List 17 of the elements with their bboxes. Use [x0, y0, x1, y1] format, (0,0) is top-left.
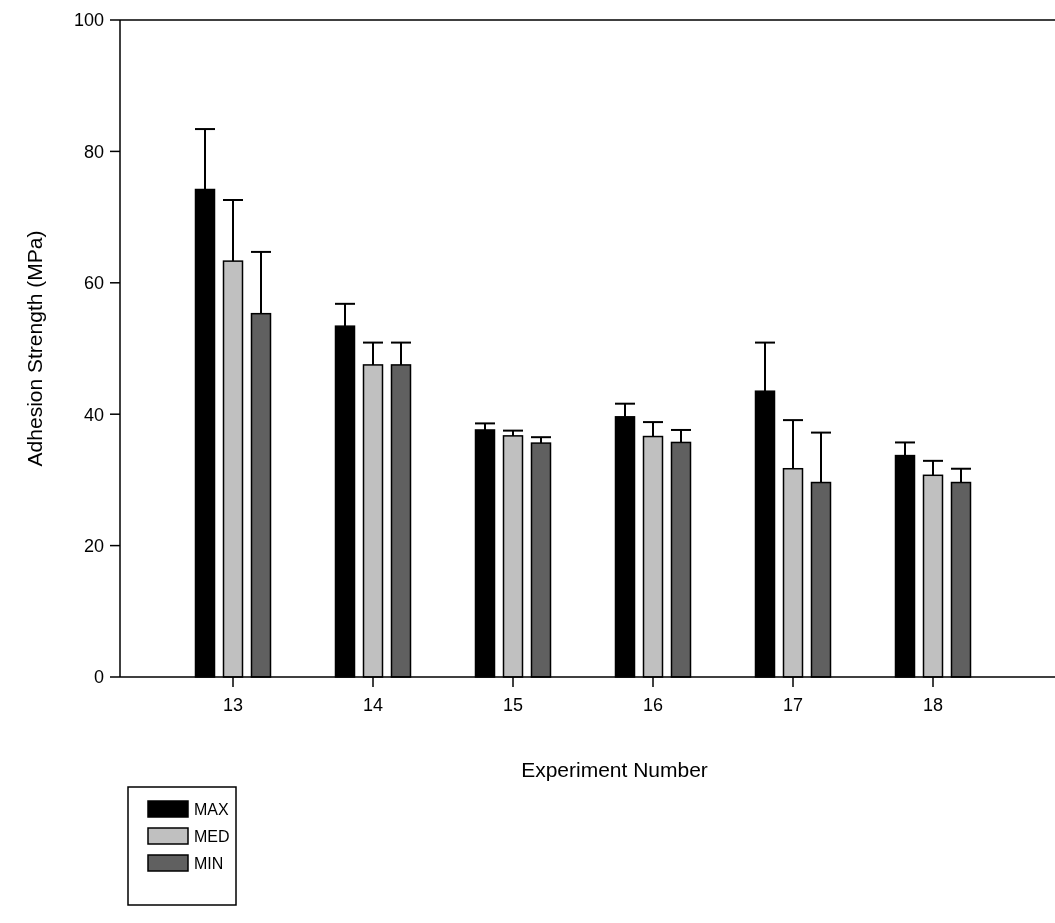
x-tick-label: 13	[222, 695, 244, 715]
x-tick-label: 17	[782, 695, 804, 715]
legend-label: MIN	[194, 854, 224, 872]
y-tick-label: 20	[83, 535, 104, 556]
x-tick-label: 18	[922, 695, 944, 715]
y-tick-label: 40	[83, 404, 104, 425]
y-tick-label: 80	[83, 141, 104, 162]
x-tick-label: 14	[362, 695, 384, 715]
y-axis-title: Adhesion Strength (MPa)	[23, 230, 46, 467]
legend-label: MED	[194, 827, 230, 845]
x-tick-label: 15	[502, 695, 524, 715]
y-tick-label: 0	[93, 667, 104, 688]
y-tick-label: 100	[73, 10, 104, 31]
x-axis-title: Experiment Number	[521, 758, 708, 781]
y-tick-label: 60	[83, 273, 104, 294]
legend-label: MAX	[194, 800, 229, 818]
x-tick-label: 16	[642, 695, 664, 715]
